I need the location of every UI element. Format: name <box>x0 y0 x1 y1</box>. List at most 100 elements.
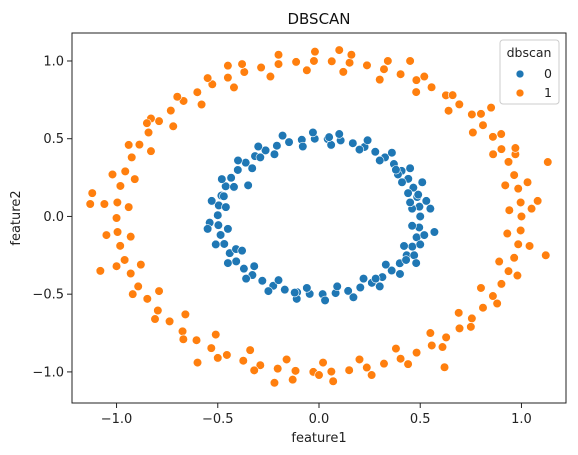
data-point-series-0-25 <box>213 210 223 220</box>
data-point-series-1-120 <box>126 232 136 242</box>
data-point-series-0-67 <box>358 274 369 284</box>
data-point-series-0-91 <box>375 281 385 292</box>
data-point-series-1-82 <box>203 73 213 83</box>
data-point-series-0-109 <box>429 227 440 237</box>
data-point-series-1-114 <box>229 82 239 93</box>
data-point-series-0-27 <box>216 230 226 240</box>
data-point-series-1-5 <box>496 144 507 154</box>
data-point-series-1-101 <box>492 298 502 309</box>
data-point-series-1-80 <box>273 50 284 60</box>
data-point-series-1-100 <box>466 322 476 332</box>
data-point-series-0-108 <box>255 152 265 162</box>
data-point-series-1-57 <box>395 354 406 364</box>
legend-marker-1 <box>515 88 525 98</box>
data-point-series-1-76 <box>419 71 429 82</box>
data-point-series-1-137 <box>87 188 97 198</box>
data-point-series-0-26 <box>213 220 223 230</box>
data-point-series-0-16 <box>272 141 282 151</box>
data-point-series-0-47 <box>407 242 417 252</box>
data-point-series-1-27 <box>166 105 176 116</box>
data-point-series-1-50 <box>273 364 283 374</box>
data-point-series-1-88 <box>101 230 112 240</box>
data-point-series-1-108 <box>443 106 454 116</box>
y-axis-label: feature2 <box>9 190 24 245</box>
data-point-series-1-34 <box>112 197 122 208</box>
data-point-series-1-135 <box>543 157 553 167</box>
data-point-series-0-71 <box>421 196 431 206</box>
data-point-series-1-139 <box>510 143 520 153</box>
data-point-series-1-141 <box>486 103 496 113</box>
data-point-series-1-134 <box>502 228 512 239</box>
data-point-series-0-80 <box>233 155 243 166</box>
data-point-series-0-82 <box>207 196 217 206</box>
data-point-series-1-73 <box>496 129 506 139</box>
data-point-series-1-79 <box>310 47 320 57</box>
data-point-series-0-96 <box>391 165 401 175</box>
data-point-series-1-117 <box>146 146 156 156</box>
data-point-series-1-113 <box>265 71 276 82</box>
data-point-series-1-59 <box>427 340 437 351</box>
data-point-series-1-86 <box>107 169 118 180</box>
data-point-series-1-60 <box>441 332 451 342</box>
data-point-series-1-11 <box>426 82 437 92</box>
data-point-series-1-32 <box>120 166 130 176</box>
data-point-series-0-30 <box>231 256 241 266</box>
data-point-series-0-90 <box>348 292 359 302</box>
data-point-series-1-107 <box>468 127 478 138</box>
data-point-series-1-41 <box>142 294 152 304</box>
legend-box <box>499 39 560 105</box>
legend-label-1: 1 <box>544 85 552 100</box>
data-point-series-1-83 <box>172 92 182 102</box>
data-point-series-0-64 <box>273 275 284 285</box>
data-point-series-1-40 <box>133 281 143 292</box>
x-tick-label: 0.0 <box>309 412 330 427</box>
data-point-series-1-42 <box>153 305 163 316</box>
data-point-series-1-38 <box>120 255 130 265</box>
data-point-series-1-61 <box>454 323 465 333</box>
data-point-series-0-17 <box>260 145 271 155</box>
data-point-series-1-124 <box>211 330 221 340</box>
data-point-series-1-91 <box>150 314 160 324</box>
data-point-series-1-104 <box>504 205 514 215</box>
data-point-series-1-39 <box>126 268 136 279</box>
data-point-series-1-130 <box>425 328 435 338</box>
data-point-series-0-56 <box>298 141 308 152</box>
series-0 <box>203 127 440 305</box>
data-point-series-1-21 <box>256 62 266 73</box>
data-point-series-0-100 <box>237 246 247 256</box>
data-point-series-0-31 <box>239 264 249 274</box>
data-point-series-1-146 <box>314 370 324 380</box>
data-point-series-1-118 <box>130 174 140 184</box>
data-point-series-1-78 <box>346 50 356 60</box>
data-point-series-1-95 <box>288 375 298 385</box>
y-tick-label: 0.0 <box>43 210 64 225</box>
data-point-series-1-55 <box>362 362 372 373</box>
x-tick-label: −1.0 <box>101 412 133 427</box>
data-point-series-1-136 <box>541 250 551 260</box>
data-point-series-1-148 <box>405 56 415 66</box>
data-point-series-1-119 <box>124 202 134 212</box>
data-point-series-0-10 <box>348 138 358 148</box>
data-point-series-1-4 <box>503 157 514 167</box>
data-point-series-0-105 <box>425 204 435 214</box>
data-point-series-0-58 <box>247 163 257 173</box>
data-point-series-1-116 <box>168 121 178 131</box>
data-point-series-1-115 <box>196 99 207 110</box>
data-point-series-1-103 <box>524 241 535 251</box>
data-point-series-1-65 <box>496 279 507 289</box>
data-point-series-0-53 <box>375 155 385 166</box>
data-point-series-1-33 <box>115 181 125 191</box>
data-point-series-1-17 <box>327 56 337 66</box>
data-point-series-0-98 <box>203 224 213 234</box>
data-point-series-1-106 <box>488 149 498 159</box>
data-point-series-1-29 <box>143 127 154 138</box>
data-point-series-1-20 <box>273 59 284 69</box>
data-point-series-1-62 <box>467 313 477 324</box>
data-point-series-1-87 <box>99 199 109 209</box>
y-tick-label: 0.5 <box>43 132 64 147</box>
data-point-series-0-86 <box>241 274 251 284</box>
data-point-series-0-15 <box>284 137 294 147</box>
data-point-series-1-56 <box>379 359 389 369</box>
